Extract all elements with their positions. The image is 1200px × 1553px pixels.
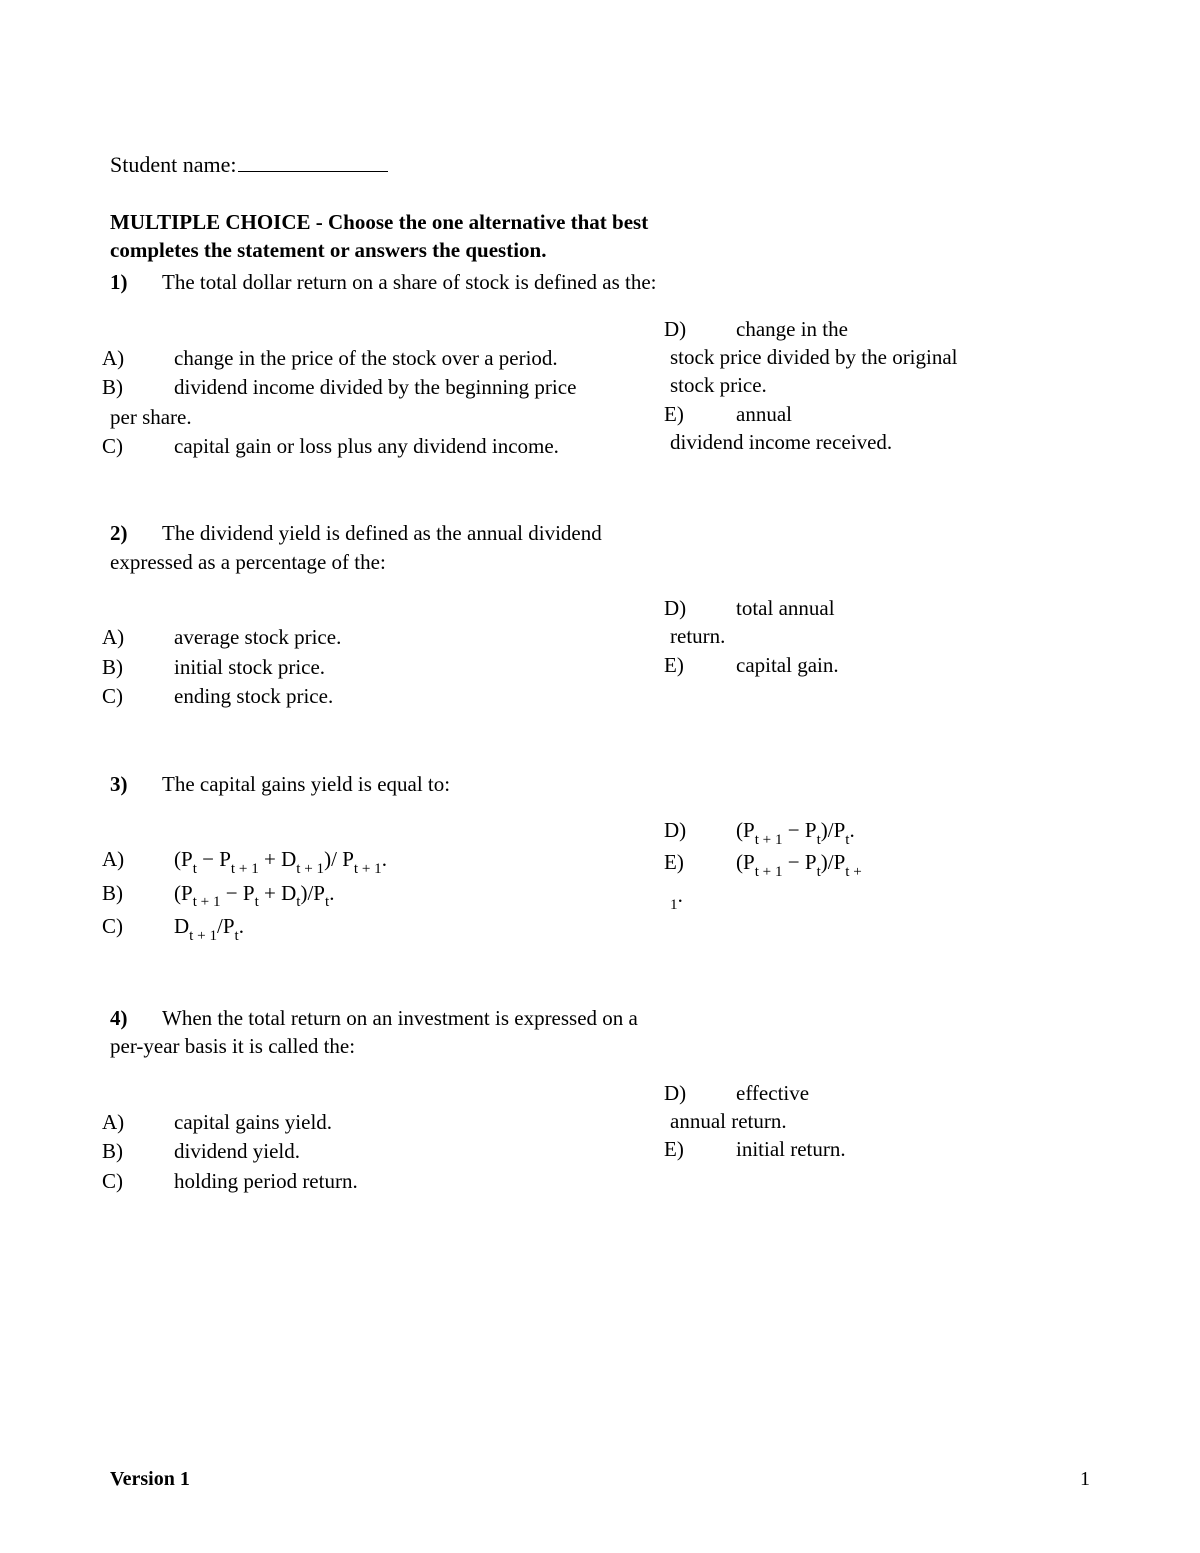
- q4-choice-d-wrap: annual return.: [670, 1107, 970, 1135]
- q3-choice-e-wrap: 1.: [670, 881, 970, 914]
- q1-choice-a: A)change in the price of the stock over …: [110, 344, 650, 372]
- q1-text: The total dollar return on a share of st…: [162, 270, 657, 294]
- q2-choice-e: E)capital gain.: [670, 651, 970, 679]
- question-2: 2)The dividend yield is defined as the a…: [110, 519, 1090, 711]
- q2-choice-d-wrap: return.: [670, 622, 970, 650]
- q3-text: The capital gains yield is equal to:: [162, 772, 450, 796]
- q3-b-formula: (Pt + 1 − Pt + Dt)/Pt.: [174, 881, 334, 905]
- q2-choices: A)average stock price. B)initial stock p…: [110, 594, 1090, 711]
- q2-choice-c: C)ending stock price.: [110, 682, 650, 710]
- q4-choice-d: D)effective: [670, 1079, 970, 1107]
- q1-right-col: D)change in the stock price divided by t…: [670, 315, 970, 462]
- q2-stem: 2)The dividend yield is defined as the a…: [110, 519, 670, 576]
- q3-a-formula: (Pt − Pt + 1 + Dt + 1)/ Pt + 1.: [174, 847, 387, 871]
- q3-choice-b: B)(Pt + 1 − Pt + Dt)/Pt.: [110, 879, 650, 912]
- q2-right-col: D)total annual return. E)capital gain.: [670, 594, 970, 711]
- footer-version: Version 1: [110, 1466, 190, 1493]
- q4-choice-c: C)holding period return.: [110, 1167, 650, 1195]
- q2-number: 2): [110, 519, 162, 547]
- student-name-blank[interactable]: [238, 171, 388, 172]
- q3-c-formula: Dt + 1/Pt.: [174, 914, 244, 938]
- q1-choice-c: C)capital gain or loss plus any dividend…: [110, 432, 650, 460]
- q2-choice-d: D)total annual: [670, 594, 970, 622]
- q4-choice-a: A)capital gains yield.: [110, 1108, 650, 1136]
- question-4: 4)When the total return on an investment…: [110, 1004, 1090, 1196]
- q1-left-col: A)change in the price of the stock over …: [110, 315, 650, 462]
- q1-choice-b-wrap: per share.: [110, 403, 650, 431]
- page-footer: Version 1 1: [110, 1466, 1090, 1493]
- q4-choice-e: E)initial return.: [670, 1135, 970, 1163]
- q4-text: When the total return on an investment i…: [110, 1006, 638, 1058]
- q1-number: 1): [110, 268, 162, 296]
- footer-page-number: 1: [1080, 1466, 1090, 1493]
- q1-choice-e: E)annual: [670, 400, 970, 428]
- q1-choice-d: D)change in the: [670, 315, 970, 343]
- q1-choice-d-wrap: stock price divided by the original stoc…: [670, 343, 970, 400]
- q2-left-col: A)average stock price. B)initial stock p…: [110, 594, 650, 711]
- q3-choice-c: C)Dt + 1/Pt.: [110, 912, 650, 945]
- q4-number: 4): [110, 1004, 162, 1032]
- question-3: 3)The capital gains yield is equal to: A…: [110, 770, 1090, 946]
- q3-stem: 3)The capital gains yield is equal to:: [110, 770, 670, 798]
- q3-e-formula: (Pt + 1 − Pt)/Pt +: [736, 850, 862, 874]
- q4-right-col: D)effective annual return. E)initial ret…: [670, 1079, 970, 1196]
- q3-choice-d: D)(Pt + 1 − Pt)/Pt.: [670, 816, 970, 849]
- q1-choices: A)change in the price of the stock over …: [110, 315, 1090, 462]
- q1-choice-b: B)dividend income divided by the beginni…: [110, 373, 650, 401]
- q4-stem: 4)When the total return on an investment…: [110, 1004, 670, 1061]
- q4-choice-b: B)dividend yield.: [110, 1137, 650, 1165]
- exam-page: Student name: MULTIPLE CHOICE - Choose t…: [0, 0, 1200, 1553]
- q2-choice-b: B)initial stock price.: [110, 653, 650, 681]
- student-name-line: Student name:: [110, 150, 1090, 180]
- q3-left-col: A)(Pt − Pt + 1 + Dt + 1)/ Pt + 1. B)(Pt …: [110, 816, 650, 946]
- q2-choice-a: A)average stock price.: [110, 623, 650, 651]
- instructions: MULTIPLE CHOICE - Choose the one alterna…: [110, 208, 670, 265]
- q4-left-col: A)capital gains yield. B)dividend yield.…: [110, 1079, 650, 1196]
- question-1: 1)The total dollar return on a share of …: [110, 268, 1090, 461]
- q2-text: The dividend yield is defined as the ann…: [110, 521, 602, 573]
- q3-right-col: D)(Pt + 1 − Pt)/Pt. E)(Pt + 1 − Pt)/Pt +…: [670, 816, 970, 946]
- q3-number: 3): [110, 770, 162, 798]
- q3-choice-a: A)(Pt − Pt + 1 + Dt + 1)/ Pt + 1.: [110, 845, 650, 878]
- q3-choices: A)(Pt − Pt + 1 + Dt + 1)/ Pt + 1. B)(Pt …: [110, 816, 1090, 946]
- q1-stem: 1)The total dollar return on a share of …: [110, 268, 670, 296]
- q4-choices: A)capital gains yield. B)dividend yield.…: [110, 1079, 1090, 1196]
- student-name-label: Student name:: [110, 152, 236, 177]
- q3-d-formula: (Pt + 1 − Pt)/Pt.: [736, 818, 855, 842]
- q1-choice-e-wrap: dividend income received.: [670, 428, 970, 456]
- q3-choice-e: E)(Pt + 1 − Pt)/Pt +: [670, 848, 970, 881]
